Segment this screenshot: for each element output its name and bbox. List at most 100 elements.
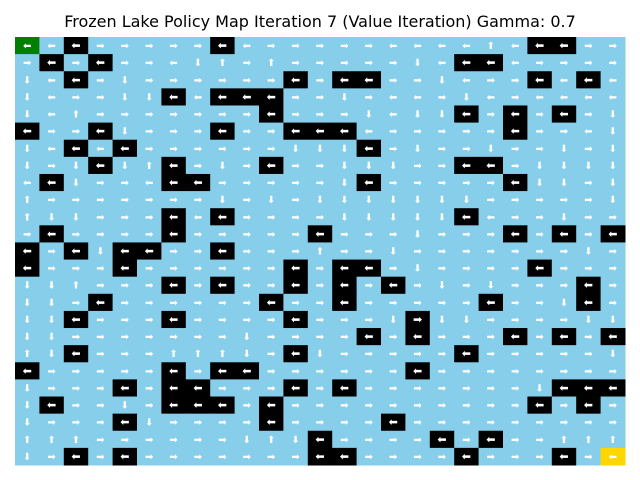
policy-arrow-icon: ⬅ [608,330,617,343]
frozen-cell [63,379,89,398]
policy-arrow-icon: ⬅ [559,39,568,52]
policy-arrow-icon: ⬇ [535,178,543,189]
policy-arrow-icon: ➡ [121,41,130,52]
policy-arrow-icon: ➡ [316,92,325,103]
policy-arrow-icon: ➡ [438,401,447,412]
policy-arrow-icon: ➡ [365,435,374,446]
hole-cell [478,430,504,449]
policy-arrow-icon: ⬅ [413,364,422,377]
frozen-cell [307,88,333,106]
policy-arrow-icon: ⬅ [71,142,80,155]
frozen-cell [234,225,260,243]
policy-arrow-icon: ➡ [535,452,544,463]
policy-arrow-icon: ➡ [96,178,105,189]
frozen-cell [161,105,187,124]
frozen-cell [283,191,309,209]
policy-arrow-icon: ⬇ [560,144,568,155]
frozen-cell [88,88,114,106]
policy-arrow-icon: ➡ [560,401,569,412]
policy-arrow-icon: ➡ [487,383,496,394]
hole-cell [63,242,89,261]
policy-arrow-icon: ⬅ [584,399,593,412]
frozen-cell [405,37,431,55]
frozen-cell [405,276,431,295]
policy-arrow-icon: ⬅ [267,416,276,429]
policy-arrow-icon: ⬆ [218,58,226,69]
frozen-cell [210,447,236,466]
frozen-cell [332,310,358,329]
frozen-cell [210,293,236,312]
hole-cell [454,54,480,72]
policy-arrow-icon: ➡ [243,144,252,155]
policy-arrow-icon: ➡ [96,435,105,446]
policy-arrow-icon: ⬅ [23,245,32,258]
frozen-cell [454,88,480,106]
frozen-cell [112,225,138,243]
policy-arrow-icon: ⬅ [47,144,55,155]
frozen-cell [88,139,114,158]
policy-arrow-icon: ➡ [267,127,276,138]
policy-arrow-icon: ➡ [267,178,276,189]
frozen-cell [405,293,431,312]
frozen-cell [15,345,40,363]
hole-cell [210,37,236,55]
frozen-cell [112,396,138,415]
frozen-cell [600,259,626,278]
frozen-cell [259,345,284,363]
policy-arrow-icon: ➡ [316,401,325,412]
policy-arrow-icon: ➡ [145,58,154,69]
policy-arrow-icon: ➡ [96,264,105,275]
frozen-cell [88,413,114,432]
frozen-cell [259,37,284,55]
policy-arrow-icon: ⬇ [413,58,421,69]
policy-arrow-icon: ⬇ [23,418,31,429]
policy-arrow-icon: ⬆ [169,349,177,360]
policy-arrow-icon: ➡ [218,298,227,309]
frozen-cell [39,328,65,346]
frozen-cell [307,396,333,415]
frozen-cell [307,139,333,158]
hole-cell [15,259,40,278]
frozen-cell [234,105,260,124]
hole-cell [210,122,236,141]
policy-arrow-icon: ➡ [365,247,374,258]
frozen-cell [503,362,528,380]
frozen-cell [429,413,455,432]
frozen-cell [15,156,40,175]
hole-cell [137,242,162,261]
policy-arrow-icon: ⬇ [194,58,202,69]
frozen-cell [551,71,577,89]
policy-arrow-icon: ➡ [340,332,349,343]
policy-arrow-icon: ➡ [121,281,130,292]
frozen-cell [39,191,65,209]
frozen-cell [137,191,162,209]
policy-arrow-icon: ⬅ [194,92,202,103]
frozen-cell [259,430,284,449]
frozen-cell [381,310,406,329]
policy-arrow-icon: ⬇ [72,178,80,189]
policy-arrow-icon: ⬅ [462,56,471,69]
policy-arrow-icon: ➡ [47,418,56,429]
frozen-cell [307,259,333,278]
frozen-cell [381,191,406,209]
frozen-cell [356,276,382,295]
frozen-cell [185,225,211,243]
policy-arrow-icon: ➡ [267,75,276,86]
frozen-cell [576,105,602,124]
frozen-cell [503,208,528,226]
policy-arrow-icon: ➡ [96,418,105,429]
frozen-cell [478,379,504,398]
hole-cell [478,293,504,312]
policy-arrow-icon: ⬅ [559,227,568,240]
hole-cell [161,310,187,329]
frozen-cell [381,362,406,380]
frozen-cell [478,208,504,226]
hole-cell [332,71,358,89]
policy-arrow-icon: ⬇ [291,435,299,446]
hole-cell [112,379,138,398]
policy-arrow-icon: ➡ [145,127,154,138]
frozen-cell [503,88,528,106]
frozen-cell [527,105,553,124]
frozen-cell [381,173,406,192]
frozen-cell [185,362,211,380]
